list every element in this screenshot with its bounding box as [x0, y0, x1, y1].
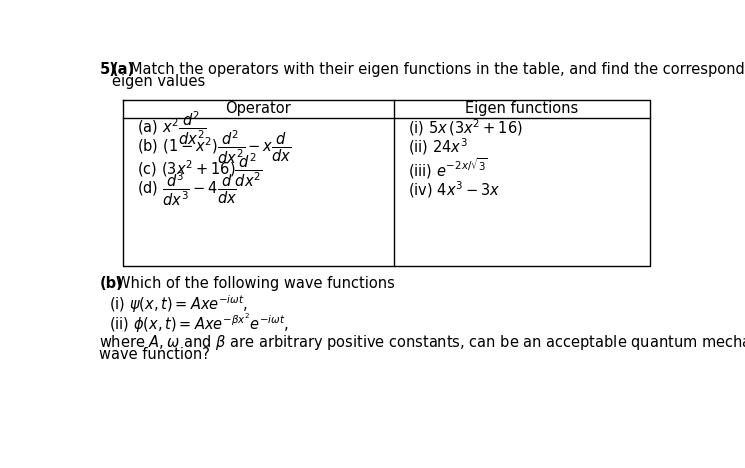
Text: Operator: Operator	[225, 102, 291, 117]
Text: (a): (a)	[112, 62, 135, 77]
Text: (iii) $e^{-2x/\sqrt{3}}$: (iii) $e^{-2x/\sqrt{3}}$	[408, 156, 488, 181]
Text: (i) $5x\,(3x^2 + 16)$: (i) $5x\,(3x^2 + 16)$	[408, 117, 522, 138]
Text: (c) $(3x^2 + 16)\dfrac{d^2}{dx^2}$: (c) $(3x^2 + 16)\dfrac{d^2}{dx^2}$	[136, 151, 262, 189]
Text: 5): 5)	[99, 62, 116, 77]
Text: eigen values: eigen values	[112, 74, 205, 89]
Text: Which of the following wave functions: Which of the following wave functions	[116, 276, 396, 291]
Text: (b) $(1 - x^2)\dfrac{d^2}{dx^2} - x\dfrac{d}{dx}$: (b) $(1 - x^2)\dfrac{d^2}{dx^2} - x\dfra…	[136, 128, 291, 166]
Text: Match the operators with their eigen functions in the table, and find the corres: Match the operators with their eigen fun…	[130, 62, 745, 77]
Text: (iv) $4x^3 - 3x$: (iv) $4x^3 - 3x$	[408, 179, 500, 200]
Text: (ii) $24x^3$: (ii) $24x^3$	[408, 137, 468, 157]
Text: (a) $x^2\dfrac{d^2}{dx^2}$: (a) $x^2\dfrac{d^2}{dx^2}$	[136, 109, 206, 147]
Text: wave function?: wave function?	[99, 347, 210, 362]
Text: (d) $\dfrac{d^3}{dx^3} - 4\dfrac{d}{dx}$: (d) $\dfrac{d^3}{dx^3} - 4\dfrac{d}{dx}$	[136, 170, 237, 208]
Text: (ii) $\phi(x,t) = Axe^{-\beta x^2}e^{-i\omega t}$,: (ii) $\phi(x,t) = Axe^{-\beta x^2}e^{-i\…	[109, 312, 288, 336]
Text: (b): (b)	[99, 276, 123, 291]
Text: where $A, \omega$ and $\beta$ are arbitrary positive constants, can be an accept: where $A, \omega$ and $\beta$ are arbitr…	[99, 333, 745, 352]
Text: Eigen functions: Eigen functions	[465, 102, 578, 117]
Text: (i) $\psi(x,t) = Axe^{-i\omega t}$,: (i) $\psi(x,t) = Axe^{-i\omega t}$,	[109, 293, 248, 315]
